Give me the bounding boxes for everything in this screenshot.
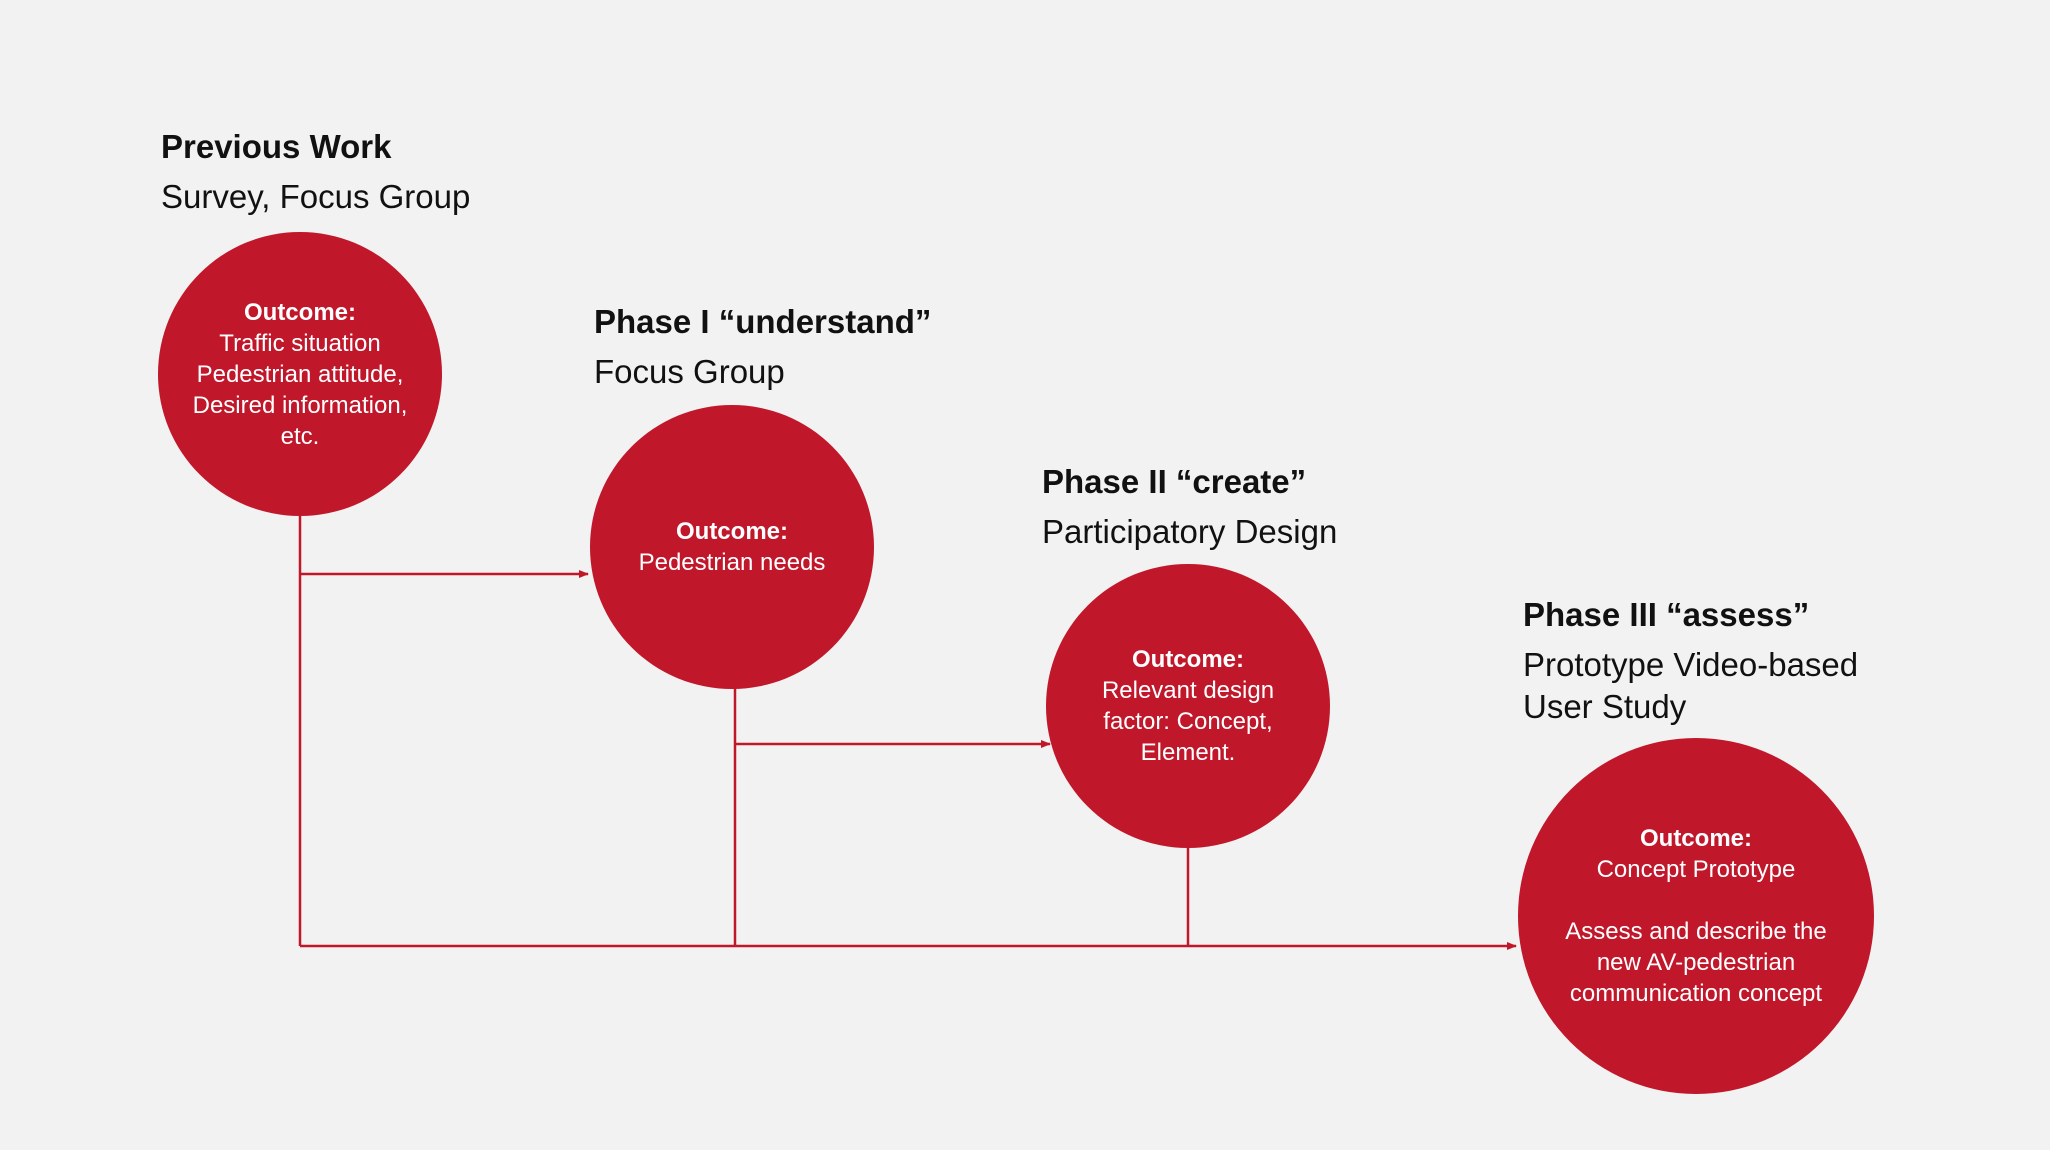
outcome-line: Desired information, (192, 391, 408, 419)
phase1-outcome-circle: Outcome: Pedestrian needs (590, 405, 874, 689)
outcome-label: Outcome: (243, 298, 356, 326)
outcome-line: Assess and describe the (1565, 918, 1827, 945)
phase2-outcome-circle: Outcome: Relevant design factor: Concept… (1046, 564, 1330, 848)
phase3-method-line-2: User Study (1523, 687, 1687, 725)
outcome-line: Concept Prototype (1596, 856, 1796, 883)
outcome-line: Element. (1140, 739, 1236, 766)
phase2-method: Participatory Design (1042, 513, 1338, 551)
outcome-line: factor: Concept, (1103, 708, 1273, 735)
previous-work-heading: Previous Work Survey, Focus Group (161, 126, 470, 218)
outcome-line: Pedestrian needs (638, 549, 826, 576)
phase3-method-line-1: Prototype Video-based (1523, 646, 1859, 684)
phase3-title: Phase III “assess” (1523, 596, 1810, 633)
outcome-line: Traffic situation (219, 329, 381, 357)
previous-work-method: Survey, Focus Group (161, 178, 471, 216)
previous-work-outcome-circle: Outcome: Traffic situation Pedestrian at… (158, 232, 442, 516)
phase1-method: Focus Group (594, 353, 785, 391)
outcome-line: Relevant design (1101, 677, 1275, 704)
phase2-title: Phase II “create” (1042, 463, 1307, 500)
outcome-label: Outcome: (675, 518, 788, 545)
phase3-heading: Phase III “assess” Prototype Video-based… (1523, 594, 1858, 727)
previous-work-title: Previous Work (161, 128, 392, 165)
outcome-label: Outcome: (1639, 825, 1752, 852)
outcome-line: communication concept (1569, 980, 1823, 1007)
outcome-line: etc. (280, 422, 320, 450)
phase2-heading: Phase II “create” Participatory Design (1042, 461, 1337, 553)
outcome-label: Outcome: (1131, 646, 1244, 673)
outcome-line: new AV-pedestrian (1596, 949, 1796, 976)
phase3-outcome-circle: Outcome: Concept Prototype Assess and de… (1518, 738, 1874, 1094)
phase1-title: Phase I “understand” (594, 303, 932, 340)
phase1-heading: Phase I “understand” Focus Group (594, 301, 931, 393)
outcome-line: Pedestrian attitude, (196, 360, 404, 388)
